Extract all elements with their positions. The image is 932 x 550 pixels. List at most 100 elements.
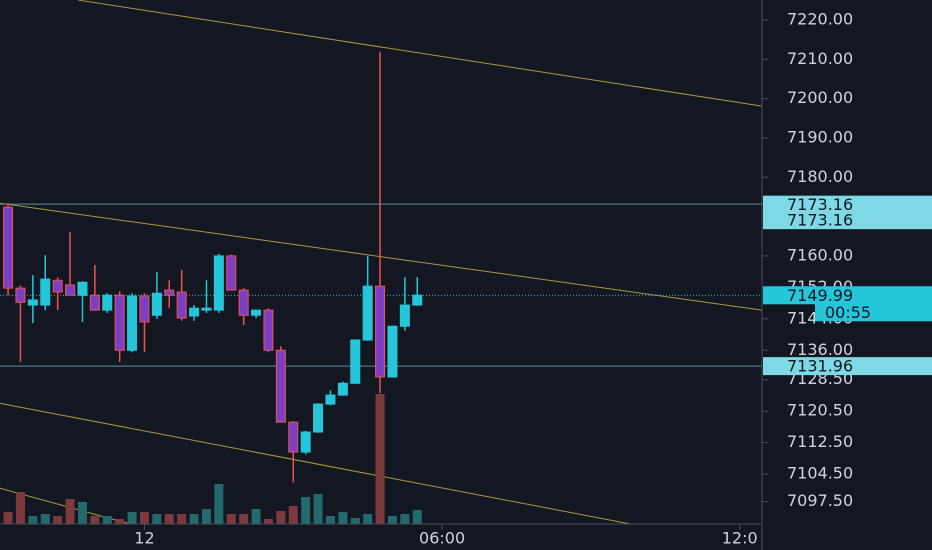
volume-bar — [251, 509, 261, 524]
trend-line — [78, 0, 763, 107]
candle-body — [139, 295, 150, 323]
volume-bar — [28, 516, 38, 524]
candle-body — [362, 285, 373, 341]
countdown-label: 00:55 — [825, 303, 871, 322]
price-line-label: 7131.96 — [787, 357, 853, 376]
volume-bar — [77, 502, 87, 524]
volume-bar — [338, 512, 348, 524]
volume-bar — [65, 499, 75, 524]
last-price-label-box — [763, 286, 932, 305]
volume-bar — [276, 511, 286, 524]
candle-body — [399, 304, 410, 327]
volume-bar — [90, 516, 100, 524]
y-tick-label: 7200.00 — [787, 88, 853, 107]
price-axis: 7220.00 7210.00 7200.00 7190.00 7180.00 7160.… — [134, 10, 853, 548]
candle-body — [151, 292, 162, 316]
volume-bar — [412, 510, 422, 524]
x-tick-label: 06:00 — [419, 529, 465, 548]
candle-body — [337, 382, 348, 396]
y-tick-label: 7160.00 — [787, 245, 853, 264]
y-tick-label: 7190.00 — [787, 127, 853, 146]
candle-body — [40, 278, 51, 306]
x-tick-label: 12 — [134, 529, 154, 548]
candle-body — [89, 294, 100, 311]
trend-line — [0, 202, 763, 311]
alert-price-label-box — [763, 195, 932, 214]
alert-price-label: 7173.16 — [787, 211, 853, 230]
y-tick-label: 7180.00 — [787, 167, 853, 186]
y-tick-label: 7112.50 — [787, 432, 853, 451]
y-tick-label: 7097.50 — [787, 491, 853, 510]
candle-body — [325, 394, 336, 405]
candle-body — [288, 421, 299, 453]
candle-body — [412, 294, 423, 306]
volume-bar — [214, 484, 224, 524]
candle-body — [201, 307, 212, 311]
last-price-label: 7149.99 — [787, 286, 853, 305]
volume-bar — [239, 514, 249, 524]
volume-bar — [53, 516, 63, 524]
volume-bar — [139, 512, 149, 524]
x-tick-label: 12:0 — [722, 529, 758, 548]
volume-bar — [226, 514, 236, 524]
volume-bar — [201, 509, 211, 524]
candle-body — [313, 403, 324, 433]
candle-body — [213, 255, 224, 311]
candle-body — [52, 279, 63, 293]
candle-body — [238, 289, 249, 316]
candle-body — [164, 289, 175, 296]
price-line-label-box — [763, 357, 932, 376]
volume-bar — [301, 497, 311, 524]
candle-body — [15, 287, 26, 303]
candle-body — [102, 294, 113, 311]
candle-body — [176, 291, 187, 319]
trend-line — [0, 402, 631, 525]
candle-body — [226, 255, 237, 291]
candle-body — [375, 285, 386, 378]
alert-price-label-box — [763, 211, 932, 230]
volume-bar — [363, 514, 373, 524]
candle-body — [65, 284, 76, 296]
volume-bar — [102, 516, 112, 524]
volume-bar — [152, 514, 162, 524]
candle-body — [263, 309, 274, 351]
volume-bar — [115, 519, 125, 524]
volume-bar — [127, 512, 137, 524]
volume-bar — [400, 514, 410, 524]
countdown-label-box — [815, 303, 932, 322]
alert-price-label: 7173.16 — [787, 195, 853, 214]
candle-body — [27, 299, 38, 306]
candle-body — [127, 295, 138, 351]
volume-bar — [263, 519, 273, 524]
candle-body — [3, 206, 14, 289]
y-tick-label: 7136.00 — [787, 340, 853, 359]
volume-bar — [313, 494, 323, 524]
volume-bar — [40, 514, 50, 524]
y-tick-label: 7104.50 — [787, 464, 853, 483]
candle-body — [350, 339, 361, 384]
candle-body — [251, 309, 262, 316]
candle-body — [387, 325, 398, 378]
volume-bar — [189, 514, 199, 524]
volume-bar — [164, 514, 174, 524]
candle-body — [114, 294, 125, 351]
candle-body — [77, 281, 88, 296]
volume-bar — [177, 514, 187, 524]
candle-body — [275, 349, 286, 423]
volume-bar — [350, 518, 360, 524]
volume-bar — [3, 512, 13, 524]
candle-body — [300, 431, 311, 453]
volume-bar — [375, 394, 385, 524]
y-tick-label: 7120.50 — [787, 401, 853, 420]
plot-area — [0, 0, 763, 525]
y-tick-label: 7210.00 — [787, 49, 853, 68]
candle-body — [189, 307, 200, 317]
volume-bar — [325, 516, 335, 524]
y-tick-label: 7220.00 — [787, 10, 853, 29]
volume-bar — [15, 492, 25, 524]
volume-bar — [288, 506, 298, 524]
